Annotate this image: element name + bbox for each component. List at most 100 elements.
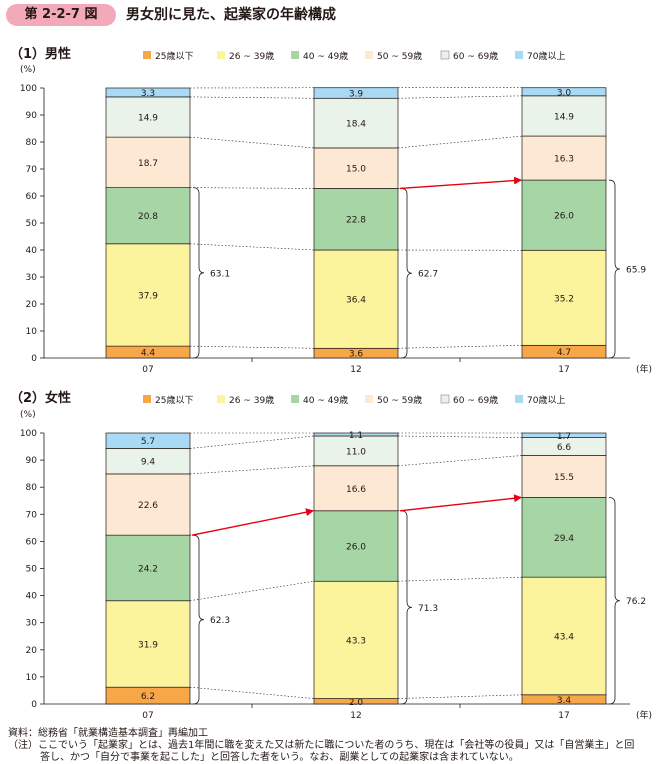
connector-line — [189, 580, 315, 602]
data-label: 4.7 — [557, 348, 571, 358]
data-label: 11.0 — [346, 447, 366, 457]
y-tick-label: 50 — [26, 565, 38, 575]
brace-total-label: 62.7 — [418, 270, 438, 280]
connector-line — [397, 95, 523, 99]
y-tick-label: 100 — [20, 429, 37, 439]
bar-segment — [521, 497, 607, 578]
bar-segment — [105, 473, 191, 536]
connector-line — [189, 686, 315, 699]
data-label: 22.8 — [346, 216, 366, 226]
bar-segment — [105, 243, 191, 347]
data-label: 4.4 — [141, 349, 156, 359]
data-label: 14.9 — [554, 112, 574, 122]
brace — [192, 534, 205, 705]
legend-swatch — [143, 395, 151, 403]
y-tick-label: 70 — [26, 510, 38, 520]
data-label: 43.4 — [554, 632, 574, 642]
x-tick-label: 12 — [350, 711, 361, 721]
data-label: 22.6 — [138, 501, 158, 511]
trend-arrow — [399, 176, 522, 190]
legend-label: 25歳以下 — [155, 394, 193, 406]
x-tick-label: 07 — [142, 365, 153, 375]
y-tick-label: 40 — [26, 592, 38, 602]
connector-line — [397, 435, 523, 438]
data-label: 3.6 — [349, 350, 364, 360]
data-label: 1.1 — [349, 431, 363, 441]
brace-total-label: 62.3 — [210, 616, 230, 626]
brace — [608, 497, 621, 705]
brace — [608, 179, 621, 359]
data-label: 15.0 — [346, 165, 366, 175]
data-label: 3.4 — [557, 696, 572, 706]
legend-label: 25歳以下 — [155, 50, 193, 62]
brace-total-label: 71.3 — [418, 604, 438, 614]
bar-segment — [105, 448, 191, 475]
bar-segment — [313, 432, 399, 437]
data-label: 9.4 — [141, 458, 156, 468]
y-tick-label: 0 — [31, 354, 37, 364]
notes: 資料：総務省「就業構造基本調査」再編加工 （注）ここでいう「起業家」とは、過去1… — [8, 728, 663, 764]
brace — [400, 510, 413, 705]
legend-swatch — [291, 395, 299, 403]
legend-label: 60 ~ 69歳 — [453, 394, 498, 406]
connector-line — [189, 96, 315, 99]
y-tick-label: 50 — [26, 219, 38, 229]
bar-segment — [313, 580, 399, 699]
data-label: 2.0 — [349, 698, 364, 708]
bar-segment — [105, 187, 191, 245]
legend-label: 50 ~ 59歳 — [377, 394, 422, 406]
legend-label: 40 ~ 49歳 — [303, 50, 348, 62]
data-label: 3.3 — [141, 89, 155, 99]
y-tick-label: 60 — [26, 537, 38, 547]
panel-label: （2）女性 — [10, 390, 71, 406]
bar-segment — [105, 87, 191, 98]
connector-line — [189, 345, 315, 349]
bar-segment — [105, 96, 191, 138]
data-label: 16.6 — [346, 485, 366, 495]
data-label: 35.2 — [554, 294, 574, 304]
data-label: 43.3 — [346, 636, 366, 646]
y-tick-label: 0 — [31, 700, 37, 710]
data-label: 36.4 — [346, 296, 366, 306]
data-label: 6.6 — [557, 443, 572, 453]
y-tick-label: 20 — [26, 300, 38, 310]
legend-swatch — [217, 395, 225, 403]
legend-label: 60 ~ 69歳 — [453, 50, 498, 62]
chart-area: （1）男性 25歳以下 26 ~ 39歳 40 ~ 49歳 50 ~ 59歳 60 ~ 6… — [10, 46, 652, 721]
x-tick-label: 17 — [558, 365, 569, 375]
data-label: 20.8 — [138, 212, 158, 222]
trend-arrow — [399, 494, 522, 512]
bar-segment — [105, 136, 191, 188]
data-label: 3.0 — [557, 88, 572, 98]
bar-segment — [521, 249, 607, 346]
legend-label: 50 ~ 59歳 — [377, 50, 422, 62]
connector-line — [397, 345, 523, 349]
legend-swatch — [365, 395, 373, 403]
data-label: 3.9 — [349, 89, 364, 99]
connector-line — [189, 243, 315, 251]
data-label: 1.7 — [557, 432, 571, 442]
legend-swatch — [143, 51, 151, 59]
connector-line — [397, 576, 523, 582]
bar-segment — [313, 147, 399, 189]
data-label: 26.0 — [346, 543, 366, 553]
y-tick-label: 60 — [26, 192, 38, 202]
data-label: 26.0 — [554, 212, 574, 222]
y-tick-label: 70 — [26, 165, 38, 175]
data-label: 14.9 — [138, 114, 158, 124]
legend-swatch — [365, 51, 373, 59]
brace-total-label: 76.2 — [626, 597, 646, 607]
x-tick-label: 07 — [142, 711, 153, 721]
figure-title: 男女別に見た、起業家の年齢構成 — [126, 7, 336, 23]
bar-segment — [105, 600, 191, 688]
data-label: 6.2 — [141, 692, 155, 702]
legend-swatch — [291, 51, 299, 59]
connector-line — [397, 694, 523, 699]
legend-label: 70歳以上 — [527, 50, 565, 62]
bar-segment — [105, 432, 191, 449]
y-axis-unit: (%) — [20, 65, 36, 75]
data-label: 16.3 — [554, 155, 574, 165]
bar-segment — [521, 432, 607, 438]
connector-line — [397, 455, 523, 467]
legend-swatch — [515, 51, 523, 59]
